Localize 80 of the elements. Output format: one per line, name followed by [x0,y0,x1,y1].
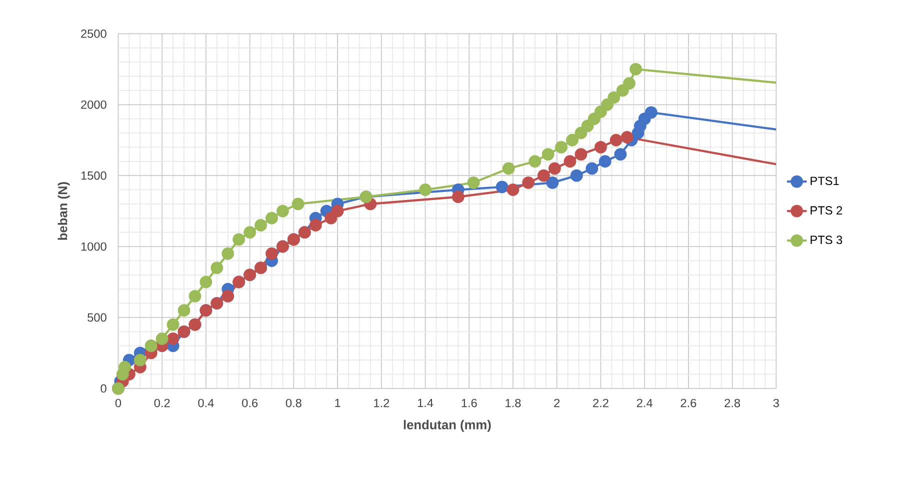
point [166,332,180,346]
point [528,155,542,168]
point [210,262,224,274]
point [156,332,168,346]
point [566,134,578,147]
y-tick-label: 0 [100,384,106,393]
point [244,226,256,239]
x-tick-label: 2.2 [593,399,608,408]
legend-label: PTS 3 [810,236,842,244]
point [467,176,480,190]
point [222,248,234,260]
point [555,141,568,154]
x-axis-title: lendutan (mm) [404,420,491,432]
point [266,248,278,260]
point [644,106,658,119]
point [324,212,338,225]
x-tick-label: 2.6 [680,399,696,408]
x-tick-label: 1.6 [462,399,477,408]
x-tick-label: 1 [335,399,340,408]
point [537,170,550,182]
legend-label: PTS 2 [810,206,842,215]
point [309,219,322,232]
point [570,170,583,182]
x-tick-label: 0.8 [286,399,302,408]
point [222,290,234,303]
point [522,176,535,190]
point [496,180,508,194]
x-tick-label: 1.2 [374,399,390,408]
x-tick-label: 2.4 [636,399,652,408]
point [594,106,607,118]
point [623,77,636,90]
y-tick-label: 1500 [81,172,106,180]
point [452,190,464,204]
point [546,176,559,190]
point [419,184,432,196]
y-tick-label: 2000 [81,100,106,110]
point [178,304,190,317]
point [506,184,520,196]
x-tick-label: 3 [773,399,779,408]
point [548,162,561,175]
point [542,148,554,161]
point [331,205,344,218]
x-tick-label: 2 [554,399,560,408]
point [134,354,146,366]
point [574,127,588,140]
point [292,198,304,210]
x-tick-label: 0 [115,399,122,408]
x-tick-label: 0.6 [242,399,258,408]
point [616,84,629,97]
point [610,134,622,147]
point [166,318,180,332]
point [598,155,612,168]
y-tick-label: 2500 [81,30,106,38]
point [630,63,642,76]
x-tick-label: 2.8 [724,399,740,408]
point [564,155,576,168]
x-tick-label: 0.2 [154,399,170,408]
legend-label: PTS1 [810,176,839,186]
point [614,148,627,161]
point [200,276,212,288]
y-tick-label: 1000 [81,242,106,251]
point [188,290,202,303]
point [276,205,289,218]
point [608,92,620,104]
point [581,120,594,132]
point [588,112,600,126]
point [601,98,614,112]
x-tick-label: 0.4 [198,399,214,408]
x-tick-label: 1.8 [506,399,521,408]
point [232,233,246,246]
point [620,131,634,144]
y-tick-label: 500 [88,314,106,322]
point [502,162,515,175]
point [574,148,588,161]
y-axis-title: beban (N) [58,182,70,240]
point [266,212,278,225]
point [594,141,607,154]
x-tick-label: 1.4 [418,399,434,408]
point [254,219,267,232]
point [586,162,598,175]
